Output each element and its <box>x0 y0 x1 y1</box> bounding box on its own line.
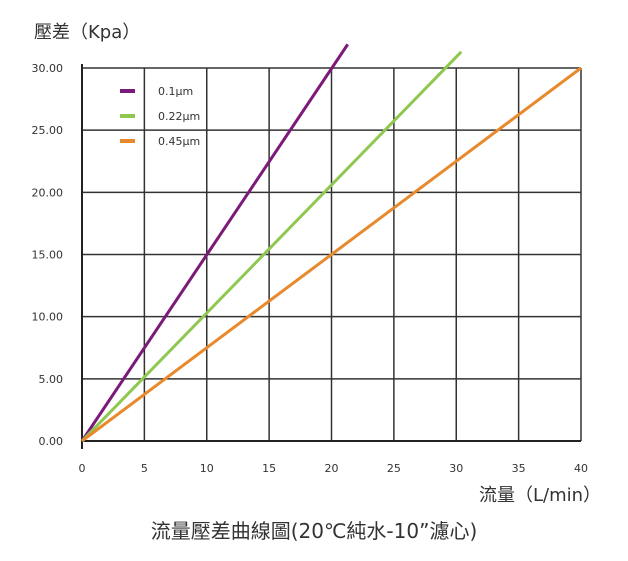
legend-label-1: 0.22μm <box>158 110 200 123</box>
x-tick-label: 30 <box>449 462 463 475</box>
x-tick-label: 20 <box>325 462 339 475</box>
x-tick-label: 25 <box>387 462 401 475</box>
tick-labels: 0 5 10 15 20 25 30 35 40 0.00 5.00 10.00 15.00 20.00 2… <box>32 62 589 475</box>
y-tick-label: 20.00 <box>32 186 64 199</box>
y-tick-label: 30.00 <box>32 62 64 75</box>
series-line-1 <box>80 50 463 443</box>
series-lines <box>80 43 582 443</box>
x-tick-label: 10 <box>200 462 214 475</box>
y-tick-label: 5.00 <box>39 373 64 386</box>
chart-caption: 流量壓差曲線圖(20℃純水-10”濾心) <box>150 519 478 543</box>
x-tick-label: 0 <box>79 462 86 475</box>
x-tick-label: 15 <box>262 462 276 475</box>
y-tick-label: 15.00 <box>32 249 64 262</box>
axes <box>81 64 581 449</box>
x-axis-title: 流量（L/min） <box>479 485 602 506</box>
y-tick-label: 10.00 <box>32 311 64 324</box>
y-axis-title: 壓差（Kpa） <box>34 22 141 43</box>
y-tick-label: 25.00 <box>32 124 64 137</box>
x-tick-label: 40 <box>574 462 588 475</box>
legend-label-0: 0.1μm <box>158 85 193 98</box>
legend-label-2: 0.45μm <box>158 135 200 148</box>
legend: 0.1μm 0.22μm 0.45μm <box>120 85 200 148</box>
series-line-0 <box>80 43 349 442</box>
x-tick-label: 5 <box>141 462 148 475</box>
y-tick-label: 0.00 <box>39 435 64 448</box>
series-line-2 <box>81 66 582 443</box>
x-tick-label: 35 <box>512 462 526 475</box>
